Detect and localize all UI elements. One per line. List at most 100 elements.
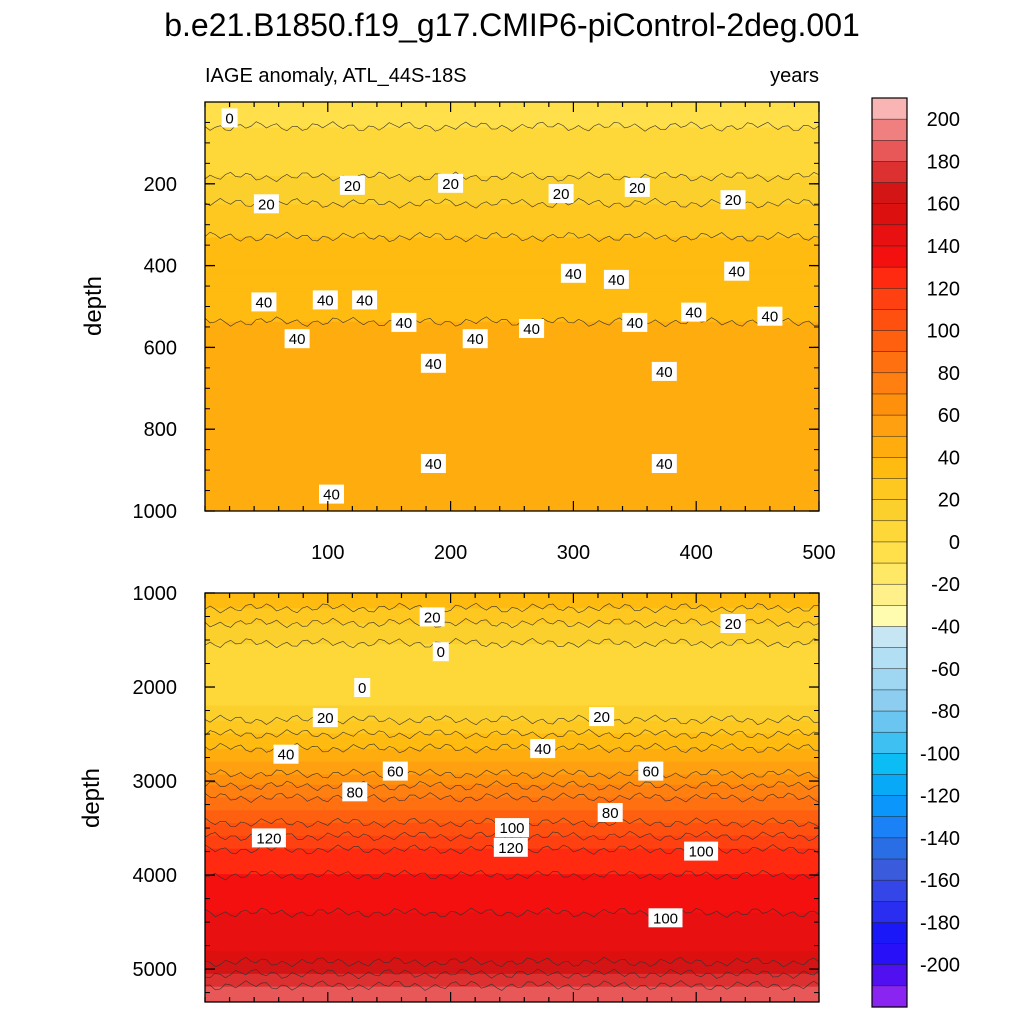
contour-band xyxy=(205,961,819,965)
y-tick-label: 4000 xyxy=(133,865,178,887)
contour-band xyxy=(205,191,819,195)
contour-band xyxy=(205,677,819,681)
contour-line xyxy=(205,121,819,132)
contour-band xyxy=(205,329,819,333)
contour-band xyxy=(205,986,819,990)
colorbar-swatch xyxy=(871,795,908,818)
contour-band xyxy=(205,764,819,768)
contour-band xyxy=(205,268,819,272)
contour-band xyxy=(205,595,819,599)
contour-label: 60 xyxy=(638,761,664,781)
contour-band xyxy=(205,858,819,863)
contour-band xyxy=(205,669,819,673)
contour-band xyxy=(205,296,819,300)
contour-band xyxy=(205,664,819,668)
colorbar-swatch xyxy=(871,837,908,860)
contour-band xyxy=(205,436,819,441)
contour-band xyxy=(205,477,819,481)
colorbar-swatch xyxy=(871,774,908,797)
contour-band xyxy=(205,769,819,773)
y-tick-label: 200 xyxy=(144,174,177,196)
contour-band xyxy=(205,654,819,658)
contour-label: 40 xyxy=(391,312,417,332)
contour-label-box xyxy=(624,177,650,197)
colorbar-swatch xyxy=(871,372,908,395)
contour-label-text: 20 xyxy=(725,616,742,633)
contour-band xyxy=(205,616,819,620)
contour-band xyxy=(205,334,819,338)
contour-band xyxy=(205,385,819,389)
contour-label: 100 xyxy=(648,908,683,928)
contour-band xyxy=(205,897,819,901)
colorbar-label: -60 xyxy=(931,659,960,681)
contour-label: 80 xyxy=(342,782,368,802)
colorbar-swatch xyxy=(871,118,908,141)
contour-band xyxy=(205,971,819,975)
contour-label: 20 xyxy=(720,614,746,633)
contour-label: 120 xyxy=(493,837,528,857)
contour-band xyxy=(205,206,819,210)
contour-band xyxy=(205,800,819,804)
contour-band xyxy=(205,945,819,949)
contour-label-text: 40 xyxy=(323,487,340,504)
contour-band xyxy=(205,168,819,172)
contour-band xyxy=(205,943,819,947)
contour-band xyxy=(205,339,819,343)
contour-label-box xyxy=(221,108,238,128)
contour-band xyxy=(205,242,819,246)
contour-band xyxy=(205,137,819,141)
colorbar-swatch xyxy=(871,858,908,881)
contour-label-box xyxy=(597,803,623,822)
contour-line xyxy=(205,907,819,918)
contour-band xyxy=(205,252,819,256)
contour-band xyxy=(205,741,819,745)
contour-label-text: 40 xyxy=(762,309,779,326)
contour-band xyxy=(205,309,819,313)
contour-band xyxy=(205,475,819,479)
contour-band xyxy=(205,148,819,152)
contour-band xyxy=(205,283,819,287)
contour-band xyxy=(205,738,819,742)
contour-band xyxy=(205,743,819,747)
colorbar-label: -140 xyxy=(920,828,960,850)
contour-band xyxy=(205,725,819,730)
colorbar-frame xyxy=(871,97,908,1008)
contour-band xyxy=(205,278,819,282)
colorbar-swatch xyxy=(871,435,908,458)
contour-line xyxy=(205,714,819,726)
contour-band xyxy=(205,362,819,366)
contour-band xyxy=(205,388,819,392)
contour-band xyxy=(205,702,819,707)
contour-label-box xyxy=(251,292,277,312)
contour-band xyxy=(205,199,819,203)
contour-label-text: 80 xyxy=(602,805,619,822)
colorbar-swatch xyxy=(871,266,908,289)
contour-line xyxy=(205,602,819,614)
contour-band xyxy=(205,958,819,962)
contour-label: 20 xyxy=(253,194,279,214)
contour-band xyxy=(205,493,819,497)
contour-label-box xyxy=(493,837,528,857)
contour-label-box xyxy=(420,353,446,373)
contour-band xyxy=(205,618,819,622)
contour-band xyxy=(205,372,819,377)
contour-band xyxy=(205,337,819,341)
colorbar-label: 160 xyxy=(927,194,960,216)
contour-band xyxy=(205,406,819,410)
contour-band xyxy=(205,915,819,919)
contour-label: 40 xyxy=(622,312,648,332)
contour-band xyxy=(205,495,819,499)
contour-band xyxy=(205,787,819,791)
colorbar-swatch xyxy=(871,731,908,754)
contour-label-text: 120 xyxy=(256,830,281,847)
contour-label-text: 20 xyxy=(317,710,334,727)
colorbar-swatch xyxy=(871,457,908,480)
contour-label-box xyxy=(560,263,586,283)
colorbar-swatch xyxy=(871,583,908,606)
contour-band xyxy=(205,938,819,942)
contour-label-box xyxy=(420,454,446,473)
contour-label-box xyxy=(495,818,529,838)
contour-band xyxy=(205,357,819,361)
contour-label-text: 40 xyxy=(425,456,442,473)
